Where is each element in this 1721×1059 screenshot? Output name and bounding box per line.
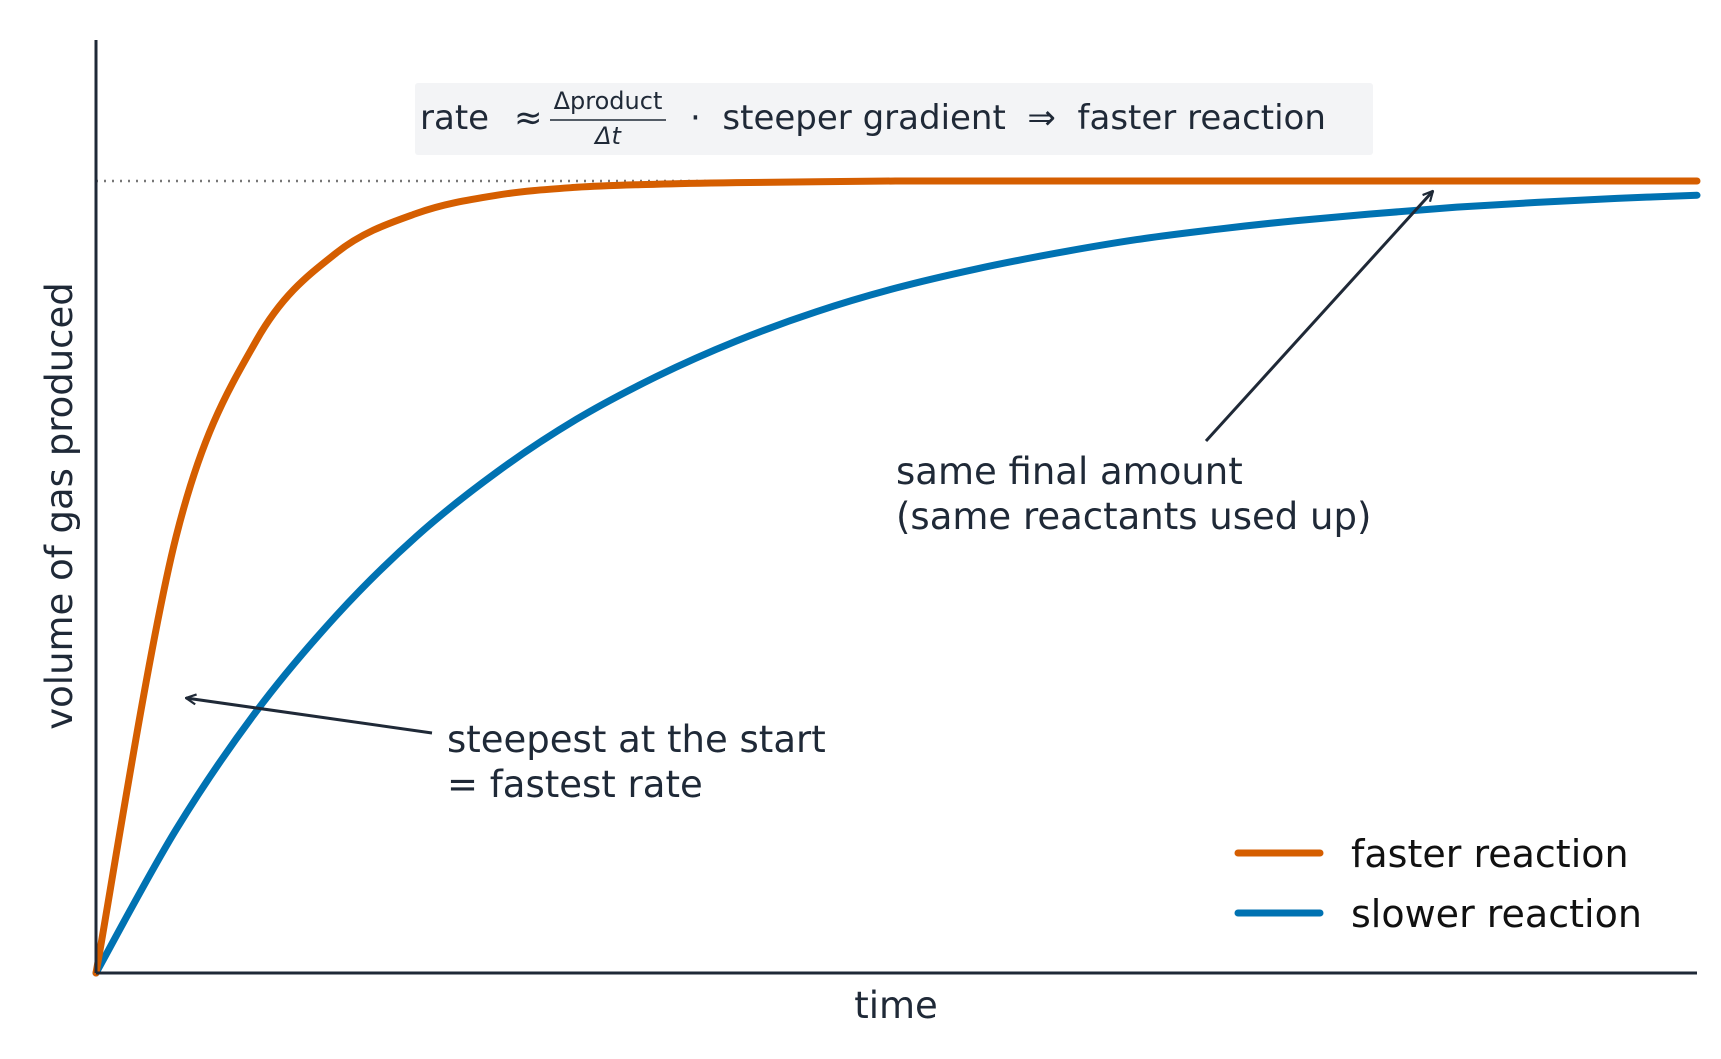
y-axis-title: volume of gas produced bbox=[38, 282, 81, 730]
final-annotation-arrow bbox=[1204, 191, 1433, 443]
final-annotation-line2: (same reactants used up) bbox=[896, 495, 1371, 538]
formula-numerator: Δproduct bbox=[554, 87, 663, 115]
formula-approx: ≈ bbox=[514, 98, 543, 138]
start-annotation-line2: = fastest rate bbox=[447, 763, 703, 806]
legend: faster reaction slower reaction bbox=[1234, 832, 1642, 936]
series-line-slower-reaction bbox=[92, 191, 1701, 977]
final-annotation-line1: same final amount bbox=[896, 450, 1243, 493]
series-line-faster-reaction bbox=[92, 177, 1701, 977]
legend-label-faster-reaction: faster reaction bbox=[1351, 832, 1629, 876]
formula-denominator: Δt bbox=[593, 122, 622, 150]
start-annotation-line1: steepest at the start bbox=[447, 718, 826, 761]
formula-prefix: rate bbox=[420, 98, 489, 138]
formula-box bbox=[415, 83, 1373, 155]
x-axis-title: time bbox=[854, 984, 938, 1027]
formula-suffix: · steeper gradient ⇒ faster reaction bbox=[690, 98, 1326, 138]
legend-label-slower-reaction: slower reaction bbox=[1351, 892, 1642, 936]
start-annotation-arrow bbox=[186, 698, 433, 735]
